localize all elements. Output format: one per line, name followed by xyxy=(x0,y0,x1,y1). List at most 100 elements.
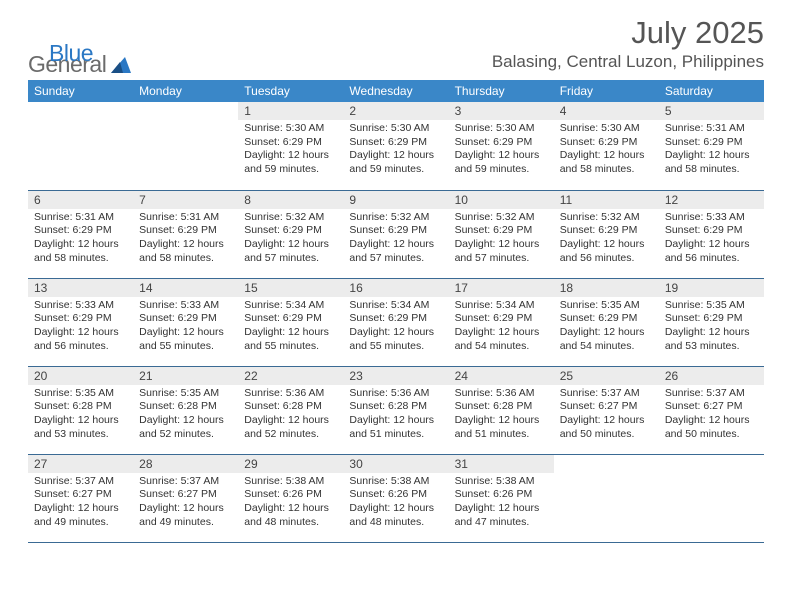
day-number: 2 xyxy=(343,102,448,120)
daylight-line: Daylight: 12 hours and 49 minutes. xyxy=(139,502,232,529)
day-details: Sunrise: 5:32 AMSunset: 6:29 PMDaylight:… xyxy=(238,209,343,270)
sunrise-line: Sunrise: 5:30 AM xyxy=(244,122,337,136)
calendar-empty-cell xyxy=(659,454,764,542)
calendar-head: SundayMondayTuesdayWednesdayThursdayFrid… xyxy=(28,80,764,102)
calendar-day-cell: 1Sunrise: 5:30 AMSunset: 6:29 PMDaylight… xyxy=(238,102,343,190)
sunrise-line: Sunrise: 5:32 AM xyxy=(349,211,442,225)
day-details: Sunrise: 5:38 AMSunset: 6:26 PMDaylight:… xyxy=(343,473,448,534)
calendar-day-cell: 13Sunrise: 5:33 AMSunset: 6:29 PMDayligh… xyxy=(28,278,133,366)
day-details: Sunrise: 5:33 AMSunset: 6:29 PMDaylight:… xyxy=(659,209,764,270)
day-details: Sunrise: 5:37 AMSunset: 6:27 PMDaylight:… xyxy=(28,473,133,534)
daylight-line: Daylight: 12 hours and 51 minutes. xyxy=(349,414,442,441)
daylight-line: Daylight: 12 hours and 59 minutes. xyxy=(455,149,548,176)
day-number: 28 xyxy=(133,455,238,473)
day-number: 20 xyxy=(28,367,133,385)
calendar-day-cell: 18Sunrise: 5:35 AMSunset: 6:29 PMDayligh… xyxy=(554,278,659,366)
calendar-empty-cell xyxy=(28,102,133,190)
sunset-line: Sunset: 6:29 PM xyxy=(34,224,127,238)
day-details: Sunrise: 5:30 AMSunset: 6:29 PMDaylight:… xyxy=(343,120,448,181)
sunset-line: Sunset: 6:29 PM xyxy=(455,136,548,150)
daylight-line: Daylight: 12 hours and 50 minutes. xyxy=(665,414,758,441)
day-number: 17 xyxy=(449,279,554,297)
day-details: Sunrise: 5:33 AMSunset: 6:29 PMDaylight:… xyxy=(28,297,133,358)
sunset-line: Sunset: 6:29 PM xyxy=(244,224,337,238)
daylight-line: Daylight: 12 hours and 52 minutes. xyxy=(139,414,232,441)
calendar-day-cell: 9Sunrise: 5:32 AMSunset: 6:29 PMDaylight… xyxy=(343,190,448,278)
daylight-line: Daylight: 12 hours and 57 minutes. xyxy=(349,238,442,265)
brand-name-b: Blue xyxy=(49,40,93,67)
day-number: 3 xyxy=(449,102,554,120)
day-number: 21 xyxy=(133,367,238,385)
daylight-line: Daylight: 12 hours and 48 minutes. xyxy=(244,502,337,529)
calendar-day-cell: 22Sunrise: 5:36 AMSunset: 6:28 PMDayligh… xyxy=(238,366,343,454)
sunrise-line: Sunrise: 5:35 AM xyxy=(34,387,127,401)
sunset-line: Sunset: 6:29 PM xyxy=(244,312,337,326)
calendar-body: 1Sunrise: 5:30 AMSunset: 6:29 PMDaylight… xyxy=(28,102,764,542)
sunset-line: Sunset: 6:28 PM xyxy=(34,400,127,414)
header-row: General Blue July 2025 Balasing, Central… xyxy=(28,16,764,78)
weekday-header: Friday xyxy=(554,80,659,102)
calendar-day-cell: 6Sunrise: 5:31 AMSunset: 6:29 PMDaylight… xyxy=(28,190,133,278)
calendar-day-cell: 3Sunrise: 5:30 AMSunset: 6:29 PMDaylight… xyxy=(449,102,554,190)
calendar-day-cell: 10Sunrise: 5:32 AMSunset: 6:29 PMDayligh… xyxy=(449,190,554,278)
daylight-line: Daylight: 12 hours and 56 minutes. xyxy=(560,238,653,265)
day-details: Sunrise: 5:31 AMSunset: 6:29 PMDaylight:… xyxy=(659,120,764,181)
sunset-line: Sunset: 6:27 PM xyxy=(560,400,653,414)
weekday-header: Sunday xyxy=(28,80,133,102)
sunset-line: Sunset: 6:29 PM xyxy=(139,312,232,326)
calendar-day-cell: 17Sunrise: 5:34 AMSunset: 6:29 PMDayligh… xyxy=(449,278,554,366)
daylight-line: Daylight: 12 hours and 56 minutes. xyxy=(665,238,758,265)
daylight-line: Daylight: 12 hours and 50 minutes. xyxy=(560,414,653,441)
calendar-day-cell: 20Sunrise: 5:35 AMSunset: 6:28 PMDayligh… xyxy=(28,366,133,454)
calendar-week-row: 1Sunrise: 5:30 AMSunset: 6:29 PMDaylight… xyxy=(28,102,764,190)
sunrise-line: Sunrise: 5:31 AM xyxy=(665,122,758,136)
day-details: Sunrise: 5:34 AMSunset: 6:29 PMDaylight:… xyxy=(238,297,343,358)
sunset-line: Sunset: 6:29 PM xyxy=(349,224,442,238)
sunset-line: Sunset: 6:28 PM xyxy=(455,400,548,414)
calendar-day-cell: 26Sunrise: 5:37 AMSunset: 6:27 PMDayligh… xyxy=(659,366,764,454)
daylight-line: Daylight: 12 hours and 53 minutes. xyxy=(665,326,758,353)
sunset-line: Sunset: 6:29 PM xyxy=(139,224,232,238)
day-number: 31 xyxy=(449,455,554,473)
day-number: 1 xyxy=(238,102,343,120)
day-number: 5 xyxy=(659,102,764,120)
daylight-line: Daylight: 12 hours and 55 minutes. xyxy=(139,326,232,353)
daylight-line: Daylight: 12 hours and 54 minutes. xyxy=(455,326,548,353)
sunrise-line: Sunrise: 5:34 AM xyxy=(349,299,442,313)
day-details: Sunrise: 5:35 AMSunset: 6:28 PMDaylight:… xyxy=(28,385,133,446)
day-details: Sunrise: 5:31 AMSunset: 6:29 PMDaylight:… xyxy=(28,209,133,270)
calendar-day-cell: 7Sunrise: 5:31 AMSunset: 6:29 PMDaylight… xyxy=(133,190,238,278)
sunset-line: Sunset: 6:29 PM xyxy=(349,312,442,326)
daylight-line: Daylight: 12 hours and 54 minutes. xyxy=(560,326,653,353)
calendar-day-cell: 25Sunrise: 5:37 AMSunset: 6:27 PMDayligh… xyxy=(554,366,659,454)
day-details: Sunrise: 5:35 AMSunset: 6:29 PMDaylight:… xyxy=(554,297,659,358)
day-number: 23 xyxy=(343,367,448,385)
day-details: Sunrise: 5:35 AMSunset: 6:28 PMDaylight:… xyxy=(133,385,238,446)
daylight-line: Daylight: 12 hours and 59 minutes. xyxy=(349,149,442,176)
day-number: 6 xyxy=(28,191,133,209)
sunrise-line: Sunrise: 5:32 AM xyxy=(560,211,653,225)
calendar-day-cell: 12Sunrise: 5:33 AMSunset: 6:29 PMDayligh… xyxy=(659,190,764,278)
sunset-line: Sunset: 6:29 PM xyxy=(455,224,548,238)
brand-triangle-icon xyxy=(111,57,131,73)
daylight-line: Daylight: 12 hours and 55 minutes. xyxy=(349,326,442,353)
sunrise-line: Sunrise: 5:35 AM xyxy=(665,299,758,313)
calendar-day-cell: 31Sunrise: 5:38 AMSunset: 6:26 PMDayligh… xyxy=(449,454,554,542)
sunrise-line: Sunrise: 5:38 AM xyxy=(349,475,442,489)
calendar-day-cell: 8Sunrise: 5:32 AMSunset: 6:29 PMDaylight… xyxy=(238,190,343,278)
sunset-line: Sunset: 6:27 PM xyxy=(34,488,127,502)
day-details: Sunrise: 5:38 AMSunset: 6:26 PMDaylight:… xyxy=(238,473,343,534)
calendar-day-cell: 5Sunrise: 5:31 AMSunset: 6:29 PMDaylight… xyxy=(659,102,764,190)
daylight-line: Daylight: 12 hours and 57 minutes. xyxy=(244,238,337,265)
day-details: Sunrise: 5:30 AMSunset: 6:29 PMDaylight:… xyxy=(238,120,343,181)
day-number: 12 xyxy=(659,191,764,209)
day-details: Sunrise: 5:32 AMSunset: 6:29 PMDaylight:… xyxy=(554,209,659,270)
sunset-line: Sunset: 6:29 PM xyxy=(560,312,653,326)
sunrise-line: Sunrise: 5:36 AM xyxy=(349,387,442,401)
calendar-day-cell: 21Sunrise: 5:35 AMSunset: 6:28 PMDayligh… xyxy=(133,366,238,454)
weekday-header: Saturday xyxy=(659,80,764,102)
sunrise-line: Sunrise: 5:37 AM xyxy=(665,387,758,401)
calendar-day-cell: 16Sunrise: 5:34 AMSunset: 6:29 PMDayligh… xyxy=(343,278,448,366)
sunrise-line: Sunrise: 5:31 AM xyxy=(34,211,127,225)
sunrise-line: Sunrise: 5:37 AM xyxy=(34,475,127,489)
